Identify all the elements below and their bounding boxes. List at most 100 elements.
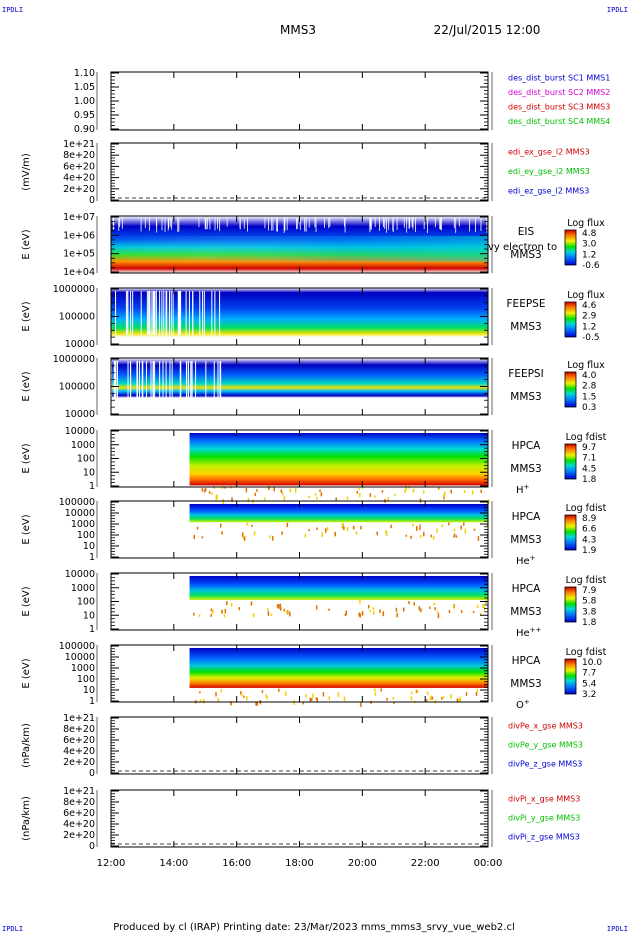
spacecraft-label: MMS3 [510, 606, 541, 618]
scatter-count [376, 531, 379, 536]
scatter-count [476, 604, 479, 608]
y-tick-label: 100000 [59, 312, 95, 323]
y-tick-label: 1000 [71, 583, 95, 594]
y-tick-label: 100 [77, 674, 95, 685]
scatter-count [436, 528, 438, 533]
scatter-count [289, 488, 292, 493]
scatter-count [199, 691, 201, 694]
footer-credits: Produced by cl (IRAP) Printing date: 23/… [113, 922, 514, 933]
colorbar-tick-label: 3.8 [582, 607, 597, 617]
species-charge: + [524, 483, 530, 491]
scatter-count [441, 697, 443, 700]
scatter-count [279, 603, 282, 607]
scatter-count [276, 604, 279, 608]
scatter-count [415, 525, 418, 531]
scatter-count [473, 528, 476, 531]
scatter-count [342, 523, 344, 528]
colorbar-title: Log fdist [566, 503, 607, 514]
colorbar-tick-label: 4.6 [582, 301, 597, 311]
scatter-count [308, 529, 310, 532]
scatter-count [457, 699, 460, 702]
scatter-count [241, 532, 244, 538]
colorbar-tick-label: 1.9 [582, 546, 597, 556]
colorbar-tick-label: 7.1 [582, 454, 596, 464]
scatter-count [372, 607, 375, 611]
y-tick-label: 100000 [59, 641, 95, 652]
colorbar-tick-label: 4.8 [582, 229, 597, 239]
scatter-count [201, 536, 204, 539]
colorbar-tick-label: 1.8 [582, 475, 597, 485]
colorbar [564, 229, 577, 266]
spectrogram [189, 504, 489, 541]
colorbar [564, 301, 577, 338]
y-tick-label: 10000 [65, 652, 95, 663]
instrument-label: FEEPSI [508, 368, 543, 380]
scatter-count [246, 522, 248, 526]
colorbar-tick-label: 6.6 [582, 525, 597, 535]
scatter-count [430, 534, 432, 538]
y-tick-label: 1e+21 [63, 786, 95, 797]
scatter-count [463, 490, 466, 493]
scatter-count [256, 489, 258, 492]
scatter-count [425, 698, 428, 702]
colorbar-title: Log flux [567, 290, 605, 301]
colorbar-tick-label: 8.9 [582, 514, 597, 524]
colorbar [564, 371, 577, 408]
scatter-count [485, 600, 487, 604]
scatter-count [295, 487, 297, 493]
scatter-count [361, 611, 364, 616]
scatter-count [487, 499, 490, 504]
scatter-count [215, 495, 218, 501]
scatter-count [359, 613, 361, 618]
scatter-count [212, 609, 214, 614]
time-axis: 12:00 14:00 16:00 18:00 20:00 22:00 00:00 [97, 858, 503, 869]
y-tick-label: 100000 [59, 497, 95, 508]
y-tick-label: 6e+20 [63, 808, 95, 819]
legend-entry: divPe_y_gse MMS3 [508, 740, 583, 749]
scatter-count [402, 607, 405, 612]
scatter-count [252, 613, 255, 618]
scatter-count [344, 613, 347, 617]
scatter-count [408, 601, 410, 605]
scatter-count [438, 487, 440, 490]
scatter-count [293, 700, 295, 705]
scatter-count [230, 603, 233, 607]
scatter-count [380, 688, 383, 692]
scatter-count [345, 610, 347, 616]
instrument-label: HPCA [512, 583, 542, 595]
scatter-count [267, 611, 270, 616]
scatter-count [217, 697, 219, 702]
spectrogram-fill [111, 358, 488, 415]
colorbar [564, 658, 577, 695]
scatter-count [374, 495, 376, 498]
colorbar-tick-label: 1.8 [582, 618, 597, 628]
scatter-count [316, 697, 318, 702]
scatter-count [455, 535, 458, 538]
scatter-count [367, 605, 370, 609]
scatter-count [198, 614, 201, 617]
y-tick-label: 1 [89, 552, 95, 563]
scatter-count [472, 611, 475, 614]
scatter-count [460, 525, 463, 530]
y-tick-label: 8e+20 [63, 150, 95, 161]
y-tick-label: 1000 [71, 663, 95, 674]
colorbar-tick-label: 1.5 [582, 392, 596, 402]
scatter-count [486, 534, 489, 538]
scatter-count [281, 531, 283, 535]
y-tick-label: 4e+20 [63, 173, 95, 184]
legend-entry: edi_ez_gse_l2 MMS3 [508, 186, 589, 195]
scatter-count [273, 486, 275, 492]
scatter-count [477, 536, 480, 541]
scatter-count [243, 536, 246, 541]
y-tick-label: 10000 [65, 508, 95, 519]
scatter-count [443, 491, 446, 496]
time-tick-label: 12:00 [97, 858, 126, 869]
y-tick-label: 1000 [71, 519, 95, 530]
scatter-count [321, 532, 323, 537]
scatter-count [486, 524, 488, 527]
instrument-label: HPCA [512, 440, 542, 452]
scatter-count [221, 485, 224, 490]
spectrogram [110, 358, 488, 415]
scatter-count [283, 495, 286, 501]
